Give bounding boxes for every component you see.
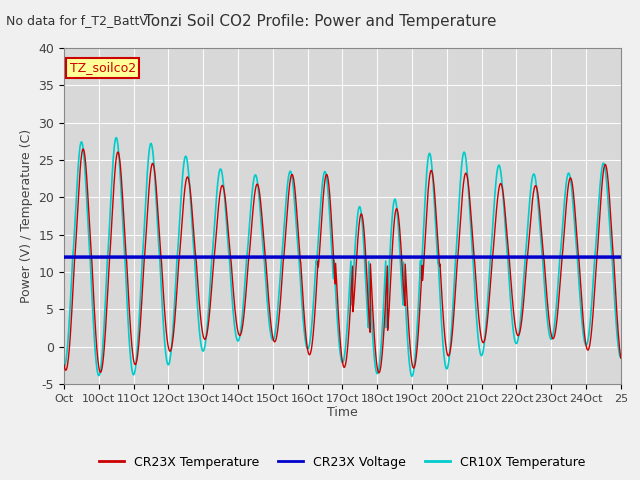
Y-axis label: Power (V) / Temperature (C): Power (V) / Temperature (C) [20,129,33,303]
Legend: CR23X Temperature, CR23X Voltage, CR10X Temperature: CR23X Temperature, CR23X Voltage, CR10X … [94,451,590,474]
X-axis label: Time: Time [327,407,358,420]
Text: Tonzi Soil CO2 Profile: Power and Temperature: Tonzi Soil CO2 Profile: Power and Temper… [144,14,496,29]
Text: No data for f_T2_BattV: No data for f_T2_BattV [6,14,148,27]
Text: TZ_soilco2: TZ_soilco2 [70,61,136,74]
